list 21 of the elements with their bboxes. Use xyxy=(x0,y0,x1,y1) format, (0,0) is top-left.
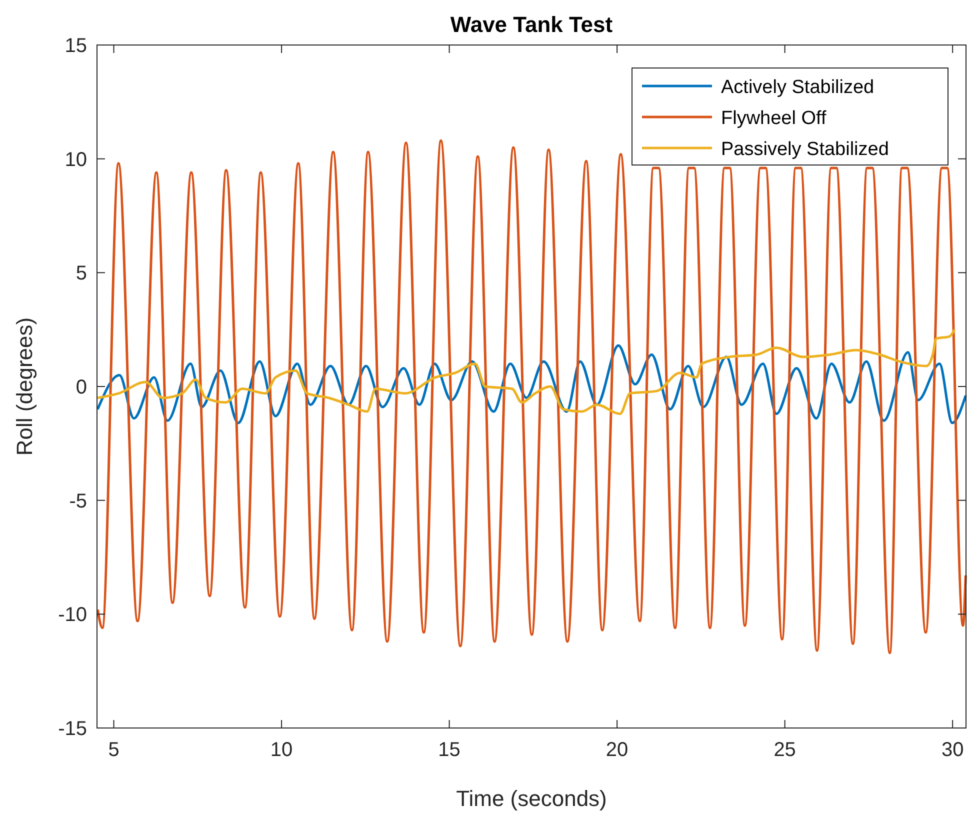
legend-label: Actively Stabilized xyxy=(721,77,874,98)
y-tick-label: 5 xyxy=(76,262,87,285)
y-tick-label: -10 xyxy=(58,604,87,626)
x-tick-label: 5 xyxy=(108,739,120,761)
line-series xyxy=(96,139,967,654)
x-tick-label: 30 xyxy=(941,739,964,761)
chart-title: Wave Tank Test xyxy=(450,12,614,37)
y-tick-label: 15 xyxy=(64,35,87,57)
y-tick-label: 0 xyxy=(76,376,87,398)
x-tick-label: 25 xyxy=(774,739,796,761)
x-tick-label: 15 xyxy=(438,739,460,761)
legend-label: Passively Stabilized xyxy=(721,139,889,160)
y-tick-label: 10 xyxy=(64,148,87,171)
y-axis-title: Roll (degrees) xyxy=(12,317,37,456)
y-tick-label: -15 xyxy=(58,718,87,740)
line-series xyxy=(96,328,956,416)
x-tick-label: 10 xyxy=(270,739,293,761)
y-tick-label: -5 xyxy=(69,490,87,512)
legend-label: Flywheel Off xyxy=(721,108,827,129)
x-tick-label: 20 xyxy=(606,739,628,761)
x-axis-title: Time (seconds) xyxy=(456,786,607,811)
